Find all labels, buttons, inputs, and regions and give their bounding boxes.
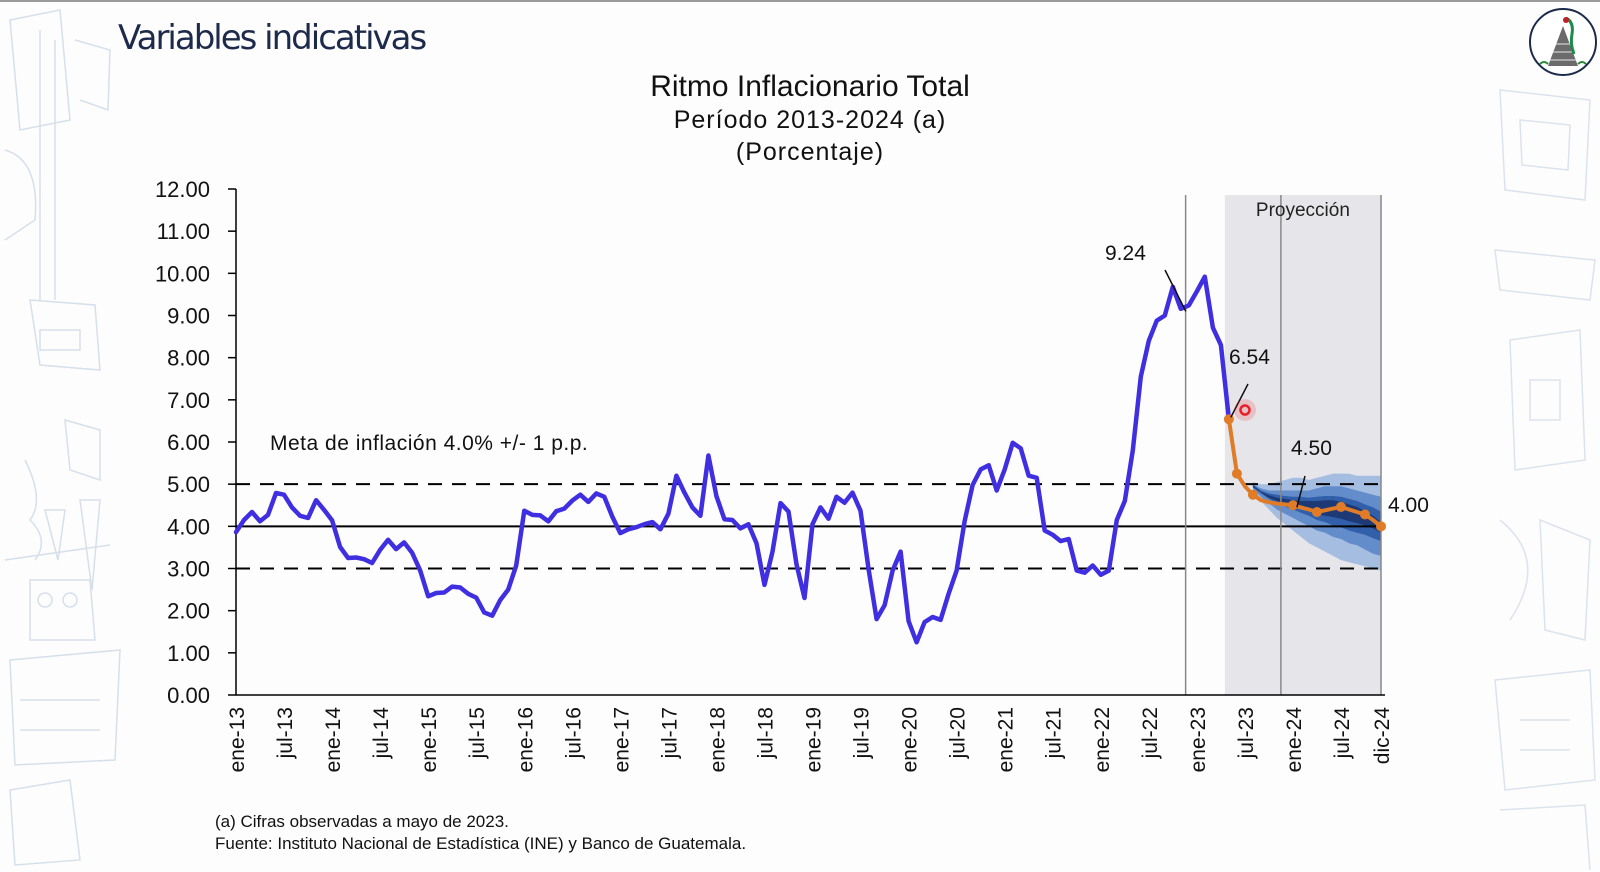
- mouse-cursor-halo: [1234, 399, 1256, 421]
- chart-unit-label: (Porcentaje): [735, 138, 885, 166]
- x-tick-label: jul-17: [658, 707, 681, 759]
- banco-de-guatemala-logo: [1529, 8, 1597, 76]
- slide-title: Variables indicativas: [118, 18, 427, 58]
- x-tick-label: jul-24: [1331, 707, 1354, 760]
- projection-label: Proyección: [1256, 200, 1350, 221]
- x-tick-label: dic-24: [1371, 707, 1394, 765]
- target-band-label: Meta de inflación 4.0% +/- 1 p.p.: [270, 432, 588, 455]
- data-label-last-observed: 6.54: [1229, 346, 1270, 369]
- x-tick-label: ene-22: [1091, 707, 1114, 772]
- projection-point: [1231, 468, 1242, 479]
- projection-point: [1335, 501, 1346, 512]
- y-tick-label: 9.00: [167, 304, 210, 329]
- footnote-observed-data: (a) Cifras observadas a mayo de 2023.: [215, 812, 509, 831]
- leader-line-peak: [1164, 269, 1187, 312]
- chart-subtitle: Período 2013-2024 (a): [673, 106, 947, 134]
- x-tick-label: ene-13: [226, 707, 249, 772]
- data-label-end-2024: 4.00: [1388, 494, 1429, 517]
- x-tick-label: jul-18: [754, 707, 777, 759]
- y-tick-label: 0.00: [167, 683, 210, 708]
- x-tick-label: ene-18: [706, 707, 729, 772]
- y-tick-label: 7.00: [167, 388, 210, 413]
- y-tick-label: 8.00: [167, 346, 210, 371]
- y-tick-label: 12.00: [155, 177, 210, 202]
- mouse-cursor-icon: [1239, 404, 1251, 416]
- observed-inflation-line: [233, 274, 1232, 645]
- y-tick-label: 1.00: [167, 641, 210, 666]
- x-tick-label: ene-23: [1187, 707, 1210, 772]
- y-tick-label: 10.00: [155, 261, 210, 286]
- y-tick-label: 2.00: [167, 599, 210, 624]
- y-tick-label: 11.00: [157, 219, 210, 244]
- projection-point: [1376, 521, 1386, 532]
- y-tick-label: 5.00: [167, 472, 210, 497]
- x-tick-label: jul-15: [466, 707, 489, 759]
- projection-point: [1287, 500, 1298, 511]
- y-tick-label: 6.00: [167, 430, 210, 455]
- x-tick-label: jul-23: [1235, 707, 1258, 759]
- data-label-end-2023: 4.50: [1291, 437, 1332, 460]
- x-tick-label: ene-21: [995, 707, 1018, 772]
- x-tick-label: jul-16: [562, 707, 585, 759]
- x-tick-label: jul-20: [947, 707, 970, 759]
- x-tick-label: ene-17: [610, 707, 633, 772]
- x-tick-label: ene-19: [803, 707, 826, 772]
- projection-point: [1359, 509, 1370, 520]
- data-label-peak: 9.24: [1105, 242, 1146, 265]
- y-tick-label: 4.00: [167, 514, 210, 539]
- leader-line-end-2023: [1296, 475, 1306, 508]
- projection-region: [1224, 195, 1381, 695]
- chart-title: Ritmo Inflacionario Total: [650, 70, 970, 103]
- x-tick-label: jul-19: [851, 707, 874, 759]
- top-border: [0, 0, 1600, 2]
- x-tick-label: ene-14: [322, 707, 345, 773]
- x-tick-label: jul-21: [1043, 707, 1066, 759]
- x-tick-label: jul-14: [370, 707, 393, 760]
- x-tick-label: ene-15: [418, 707, 441, 772]
- x-tick-label: ene-20: [899, 707, 922, 772]
- decorative-pattern-left: [4, 9, 121, 866]
- x-tick-label: ene-16: [514, 707, 537, 772]
- x-tick-label: ene-24: [1283, 707, 1306, 773]
- y-tick-label: 3.00: [167, 557, 210, 582]
- footnote-source: Fuente: Instituto Nacional de Estadístic…: [215, 834, 747, 853]
- projection-point: [1247, 489, 1258, 500]
- x-tick-label: jul-22: [1139, 707, 1162, 759]
- decorative-pattern-right: [1494, 89, 1596, 871]
- leader-line-last-observed: [1230, 383, 1249, 418]
- x-tick-label: jul-13: [274, 707, 297, 759]
- projection-point: [1311, 506, 1322, 517]
